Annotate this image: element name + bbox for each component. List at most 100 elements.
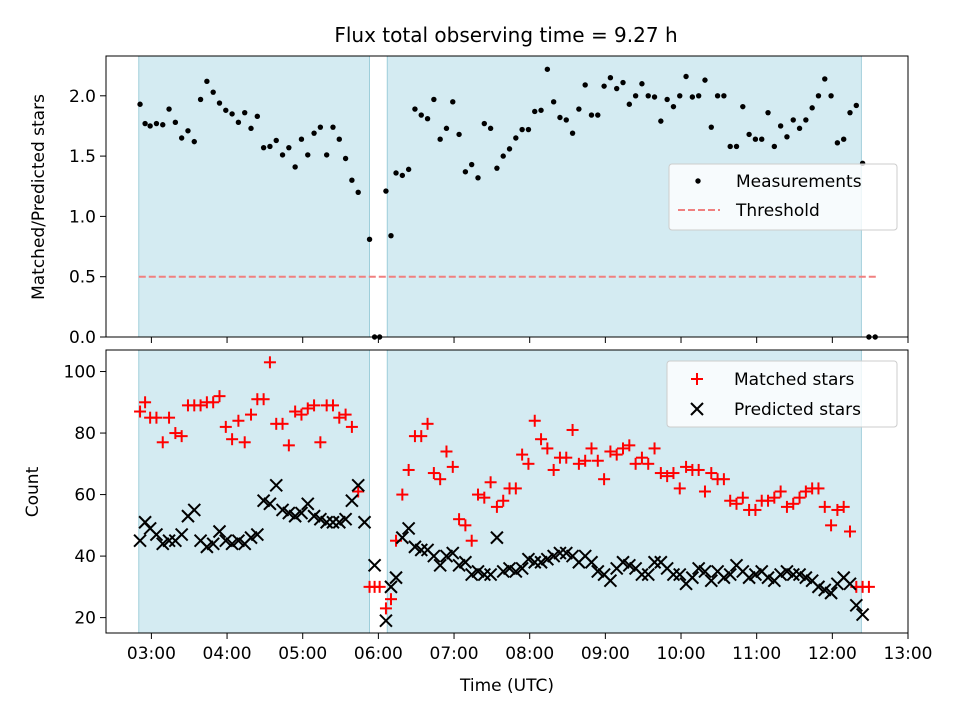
matched-star-point: [768, 491, 781, 504]
x-axis-label: Time (UTC): [459, 676, 554, 696]
predicted-star-point: [855, 607, 870, 622]
measurement-point: [330, 124, 336, 130]
predicted-star-point: [647, 555, 662, 569]
measurement-point: [248, 125, 254, 132]
measurement-point: [695, 93, 702, 99]
measurement-point: [405, 166, 412, 173]
y-tick-label: 1.5: [69, 147, 96, 167]
measurement-point: [670, 103, 677, 110]
bottom-legend: Matched stars Predicted stars: [666, 360, 898, 428]
matched-star-point: [440, 445, 453, 458]
measurement-point: [494, 165, 500, 171]
predicted-star-point: [133, 534, 147, 548]
chart-title: Flux total observing time = 9.27 h: [334, 23, 677, 47]
matched-star-point: [169, 427, 182, 440]
measurement-point: [853, 102, 859, 109]
measurement-point: [595, 112, 601, 118]
matched-star-point: [629, 457, 642, 470]
matched-star-point: [373, 580, 386, 593]
x-tick-label: 09:00: [581, 644, 630, 664]
matched-star-point: [134, 405, 147, 418]
legend-measurement-marker: [695, 178, 701, 184]
measurement-point: [677, 93, 683, 99]
matched-star-point: [339, 408, 352, 421]
matched-star-point: [648, 442, 661, 455]
measurement-point: [437, 136, 443, 142]
measurement-point: [689, 94, 696, 100]
matched-star-point: [333, 411, 346, 424]
measurement-point: [273, 137, 279, 144]
measurement-point: [639, 81, 645, 87]
predicted-star-point: [357, 515, 372, 529]
matched-star-point: [238, 436, 251, 449]
matched-star-point: [226, 433, 239, 446]
measurement-point: [576, 106, 582, 112]
matched-star-point: [379, 602, 392, 615]
predicted-star-point: [212, 524, 227, 539]
matched-star-point: [560, 451, 573, 464]
matched-star-point: [585, 442, 598, 455]
predicted-star-point: [379, 613, 393, 628]
y-tick-label: 40: [74, 547, 96, 567]
x-tick-label: 13:00: [884, 644, 933, 664]
measurement-point: [323, 152, 330, 158]
measurement-point: [809, 105, 815, 111]
matched-star-point: [175, 430, 188, 443]
matched-star-point: [150, 411, 163, 424]
legend-measurements-label: Measurements: [736, 172, 862, 192]
predicted-star-point: [433, 558, 447, 573]
matched-star-point: [843, 525, 856, 538]
matched-star-point: [446, 460, 459, 473]
bottom-y-axis-ticks: 20 40 60 80 100: [64, 363, 106, 629]
measurement-point: [242, 109, 248, 116]
measurement-point: [292, 164, 298, 170]
predicted-star-point: [843, 577, 857, 591]
x-tick-label: 10:00: [657, 644, 706, 664]
measurement-point: [834, 140, 841, 146]
matched-star-point: [654, 467, 667, 480]
matched-star-point: [572, 457, 585, 470]
measurement-point: [759, 136, 765, 142]
predicted-star-point: [162, 534, 176, 548]
matched-star-point: [156, 436, 169, 449]
predicted-star-point: [698, 564, 712, 579]
measurement-point: [424, 116, 431, 122]
predicted-star-point: [427, 549, 441, 563]
measurement-point: [544, 66, 551, 72]
predicted-star-point: [528, 555, 542, 569]
bottom-axes-frame: [105, 349, 909, 634]
measurement-point: [197, 96, 204, 103]
measurement-point: [733, 143, 740, 150]
matched-star-point: [232, 414, 245, 427]
predicted-star-point: [206, 537, 220, 551]
measurement-point: [223, 107, 229, 113]
measurement-point: [210, 89, 216, 95]
bottom-legend-box: [666, 360, 898, 428]
matched-star-point: [427, 467, 440, 480]
measurement-point: [538, 107, 544, 113]
matched-star-point: [762, 494, 775, 507]
predicted-star-point: [269, 478, 283, 493]
matched-star-point: [698, 485, 711, 498]
x-tick-label: 07:00: [430, 644, 479, 664]
predicted-star-point: [401, 521, 416, 536]
measurement-point: [393, 170, 399, 176]
matched-star-point: [793, 491, 806, 504]
matched-star-point: [434, 473, 447, 486]
measurement-point: [366, 236, 373, 243]
matched-star-point: [263, 356, 276, 369]
matched-star-point: [465, 534, 478, 547]
measurement-point: [651, 94, 658, 100]
measurement-point: [267, 143, 273, 150]
x-tick-label: 08:00: [505, 644, 554, 664]
matched-star-point: [478, 491, 491, 504]
predicted-star-point: [458, 555, 473, 569]
matched-star-point: [787, 497, 800, 510]
measurement-point: [790, 117, 796, 123]
matched-star-point: [692, 463, 705, 476]
measurement-point: [771, 143, 778, 150]
predicted-star-point: [824, 586, 838, 600]
legend-matched-marker: [691, 373, 703, 385]
measurement-point: [727, 143, 733, 150]
top-y-axis-ticks: 0.0 0.5 1.0 1.5 2.0: [69, 87, 106, 348]
